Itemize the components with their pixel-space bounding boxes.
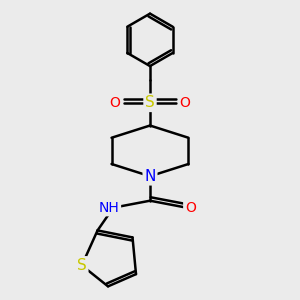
Text: O: O bbox=[185, 201, 196, 215]
Text: O: O bbox=[179, 96, 191, 110]
Text: N: N bbox=[144, 169, 156, 184]
Text: S: S bbox=[77, 258, 87, 273]
Text: NH: NH bbox=[99, 201, 119, 215]
Text: S: S bbox=[145, 95, 155, 110]
Text: O: O bbox=[110, 96, 121, 110]
